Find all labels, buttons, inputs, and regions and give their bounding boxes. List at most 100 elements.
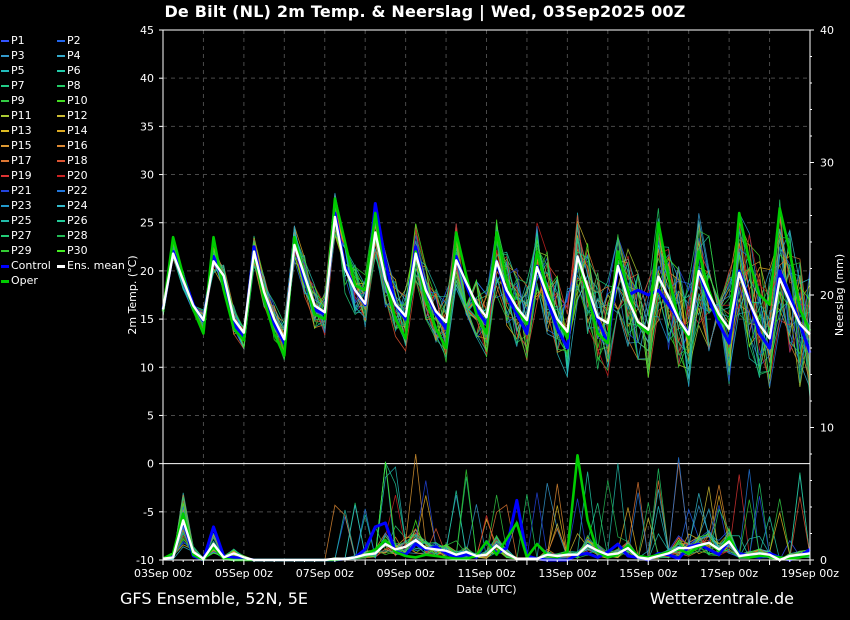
legend-swatch: [57, 115, 65, 117]
legend-swatch: [57, 235, 65, 237]
x-tick-label: 05Sep 00z: [215, 567, 273, 580]
legend-swatch: [57, 220, 65, 222]
y-tick-label-left: 10: [140, 361, 154, 374]
legend-label: P4: [67, 49, 81, 62]
legend-label: P2: [67, 34, 81, 47]
y-axis-label-left: 2m Temp. (°C): [126, 255, 139, 334]
y-tick-label-right: 40: [820, 24, 834, 37]
legend-swatch: [57, 85, 65, 87]
legend-swatch: [1, 100, 9, 102]
y-tick-label-right: 30: [820, 157, 834, 170]
y-tick-label-left: 5: [147, 409, 154, 422]
legend-label: P1: [11, 34, 25, 47]
legend-label: P24: [67, 199, 88, 212]
y-tick-label-left: 45: [140, 24, 154, 37]
legend-label: P26: [67, 214, 88, 227]
y-tick-label-left: 40: [140, 72, 154, 85]
legend-swatch: [57, 205, 65, 207]
y-tick-label-right: 10: [820, 422, 834, 435]
legend-label: P8: [67, 79, 81, 92]
footer-source: GFS Ensemble, 52N, 5E: [120, 589, 308, 608]
legend-swatch: [1, 115, 9, 117]
x-tick-label: 11Sep 00z: [458, 567, 516, 580]
legend-swatch: [1, 220, 9, 222]
y-tick-label-right: 20: [820, 289, 834, 302]
legend-swatch: [57, 70, 65, 72]
x-tick-label: 13Sep 00z: [538, 567, 596, 580]
y-tick-label-left: 30: [140, 169, 154, 182]
legend-swatch: [1, 175, 9, 177]
legend-swatch: [1, 40, 9, 42]
legend-swatch: [1, 250, 9, 252]
legend-label: P22: [67, 184, 88, 197]
y-tick-label-left: -5: [143, 506, 154, 519]
legend-label: Oper: [11, 274, 38, 287]
legend-swatch: [57, 265, 65, 268]
y-tick-label-left: 25: [140, 217, 154, 230]
x-tick-label: 03Sep 00z: [134, 567, 192, 580]
x-tick-label: 17Sep 00z: [700, 567, 758, 580]
legend-swatch: [1, 70, 9, 72]
axes: -10 -5 0 5 10 15 20 25 30 35 40 45 0 10 20 30 40 03Sep 00…: [126, 24, 846, 596]
legend-swatch: [1, 85, 9, 87]
legend-label: P11: [11, 109, 32, 122]
footer-website: Wetterzentrale.de: [649, 589, 794, 608]
y-tick-label-left: 20: [140, 265, 154, 278]
legend-label: P5: [11, 64, 25, 77]
y-tick-label-right: 0: [820, 554, 827, 567]
legend-label: P18: [67, 154, 88, 167]
x-axis-label: Date (UTC): [456, 583, 516, 596]
y-tick-label-left: 35: [140, 120, 154, 133]
member-temp-line: [162, 199, 811, 392]
legend-swatch: [57, 55, 65, 57]
x-tick-label: 09Sep 00z: [377, 567, 435, 580]
legend-label: P15: [11, 139, 32, 152]
member-temp-line: [162, 204, 811, 373]
legend-label: P7: [11, 79, 25, 92]
legend-label: P3: [11, 49, 25, 62]
legend-swatch: [1, 190, 9, 192]
legend-swatch: [57, 175, 65, 177]
legend-swatch: [57, 190, 65, 192]
legend-label: P20: [67, 169, 88, 182]
legend-label: P9: [11, 94, 25, 107]
y-tick-label-left: 0: [147, 458, 154, 471]
legend-swatch: [1, 280, 9, 283]
x-tick-label: 07Sep 00z: [296, 567, 354, 580]
y-axis-label-right: Neerslag (mm): [833, 254, 846, 336]
legend-label: Ens. mean: [67, 259, 125, 272]
legend-label: P12: [67, 109, 88, 122]
legend-label: P30: [67, 244, 88, 257]
legend-swatch: [1, 160, 9, 162]
legend-label: Control: [11, 259, 51, 272]
y-tick-label-left: 15: [140, 313, 154, 326]
legend-label: P19: [11, 169, 32, 182]
legend-swatch: [1, 235, 9, 237]
ens-mean-temperature-line: [161, 215, 811, 341]
chart-title: De Bilt (NL) 2m Temp. & Neerslag | Wed, …: [164, 2, 686, 21]
legend-swatch: [57, 40, 65, 42]
legend-label: P17: [11, 154, 32, 167]
legend-label: P14: [67, 124, 88, 137]
x-tick-label: 15Sep 00z: [619, 567, 677, 580]
legend-label: P13: [11, 124, 32, 137]
legend-swatch: [57, 250, 65, 252]
legend-label: P16: [67, 139, 88, 152]
legend-swatch: [1, 205, 9, 207]
legend-label: P27: [11, 229, 32, 242]
legend-swatch: [57, 100, 65, 102]
legend-swatch: [1, 130, 9, 132]
legend-swatch: [57, 145, 65, 147]
legend-label: P29: [11, 244, 32, 257]
legend-label: P21: [11, 184, 32, 197]
y-tick-label-left: -10: [136, 554, 154, 567]
legend-label: P25: [11, 214, 32, 227]
legend-label: P23: [11, 199, 32, 212]
legend-swatch: [57, 130, 65, 132]
x-tick-label: 19Sep 00z: [781, 567, 839, 580]
legend-label: P28: [67, 229, 88, 242]
oper-temperature-line: [161, 197, 812, 358]
legend-swatch: [1, 145, 9, 147]
legend-swatch: [57, 160, 65, 162]
